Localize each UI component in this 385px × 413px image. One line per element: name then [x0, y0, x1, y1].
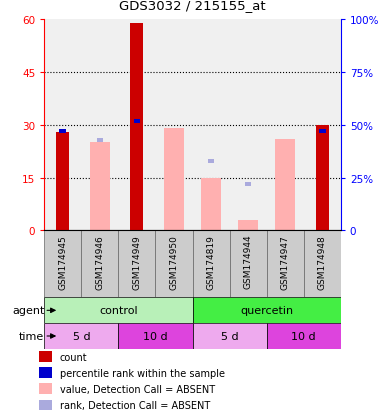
Bar [97, 138, 103, 142]
Bar [245, 183, 251, 186]
Bar [267, 323, 341, 349]
Text: rank, Detection Call = ABSENT: rank, Detection Call = ABSENT [60, 400, 210, 410]
Bar [201, 178, 221, 231]
Bar [131, 24, 143, 231]
Bar [316, 126, 329, 231]
Bar [90, 143, 110, 231]
Bar [56, 133, 69, 231]
Text: GSM174944: GSM174944 [244, 234, 253, 289]
Bar [192, 323, 267, 349]
Bar [319, 130, 326, 134]
Bar [156, 20, 192, 231]
Text: time: time [19, 331, 44, 341]
Bar [192, 298, 341, 323]
Bar [192, 20, 229, 231]
Bar [44, 231, 81, 298]
Bar [164, 129, 184, 231]
Text: 10 d: 10 d [291, 331, 316, 341]
Text: 5 d: 5 d [221, 331, 238, 341]
Text: percentile rank within the sample: percentile rank within the sample [60, 368, 225, 378]
Text: GSM174948: GSM174948 [318, 234, 327, 289]
Bar [38, 351, 52, 363]
Text: 10 d: 10 d [143, 331, 168, 341]
Bar [44, 298, 192, 323]
Bar [156, 231, 192, 298]
Bar [275, 140, 295, 231]
Bar [267, 20, 304, 231]
Bar [81, 231, 119, 298]
Bar [304, 20, 341, 231]
Bar [44, 323, 119, 349]
Bar [38, 399, 52, 411]
Bar [119, 323, 192, 349]
Bar [44, 20, 81, 231]
Text: quercetin: quercetin [240, 306, 293, 316]
Bar [119, 231, 156, 298]
Bar [59, 130, 66, 134]
Text: GDS3032 / 215155_at: GDS3032 / 215155_at [119, 0, 266, 12]
Text: control: control [99, 306, 138, 316]
Text: GSM174950: GSM174950 [169, 234, 179, 289]
Bar [134, 119, 140, 123]
Bar [38, 384, 52, 394]
Text: GSM174945: GSM174945 [58, 234, 67, 289]
Bar [192, 231, 229, 298]
Bar [238, 221, 258, 231]
Text: GSM174947: GSM174947 [281, 234, 290, 289]
Text: count: count [60, 352, 87, 362]
Text: 5 d: 5 d [72, 331, 90, 341]
Bar [319, 134, 326, 138]
Text: GSM174946: GSM174946 [95, 234, 104, 289]
Text: agent: agent [12, 306, 44, 316]
Text: GSM174949: GSM174949 [132, 234, 141, 289]
Bar [229, 231, 266, 298]
Bar [208, 159, 214, 163]
Bar [81, 20, 119, 231]
Text: value, Detection Call = ABSENT: value, Detection Call = ABSENT [60, 384, 215, 394]
Bar [119, 20, 156, 231]
Bar [229, 20, 266, 231]
Bar [304, 231, 341, 298]
Bar [267, 231, 304, 298]
Text: GSM174819: GSM174819 [206, 234, 216, 289]
Bar [38, 368, 52, 378]
